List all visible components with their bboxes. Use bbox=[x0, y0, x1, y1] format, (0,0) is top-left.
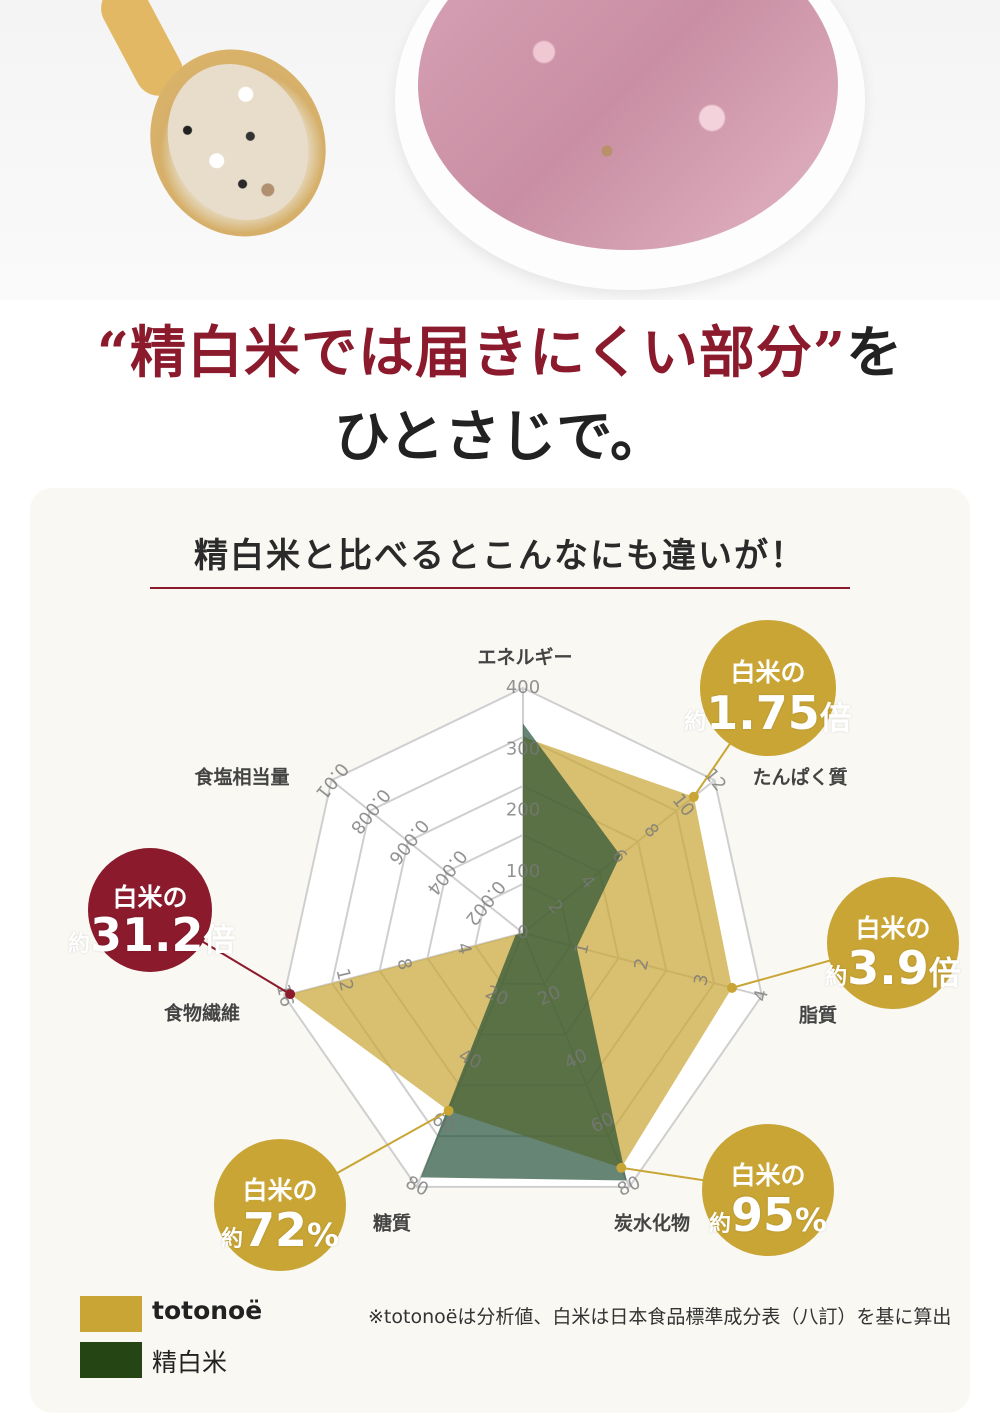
tick-label: 200 bbox=[506, 800, 540, 821]
axis-label: たんぱく質 bbox=[752, 766, 848, 789]
headline-quoted: “精白米では届きにくい部分” bbox=[96, 320, 847, 386]
grid-ring bbox=[283, 686, 763, 1188]
callout-suf: 倍 bbox=[819, 699, 852, 737]
callout-badge: 白米の 約3.9倍 bbox=[825, 877, 961, 1009]
callout-badge: 白米の 約31.2倍 bbox=[68, 848, 236, 972]
axis-label: 脂質 bbox=[798, 1004, 838, 1027]
series-area-rice bbox=[420, 723, 627, 1181]
callout-caption: 白米の bbox=[730, 657, 806, 687]
callout-pre: 約 bbox=[68, 932, 91, 957]
callout-caption: 白米の bbox=[112, 882, 188, 912]
axis-label: 食物繊維 bbox=[163, 1002, 241, 1025]
callout-caption: 白米の bbox=[730, 1160, 806, 1190]
callout-num: 95 bbox=[730, 1188, 795, 1242]
axis-label: 糖質 bbox=[372, 1212, 412, 1235]
callout-pre: 約 bbox=[684, 710, 707, 735]
axis-label: 食塩相当量 bbox=[194, 766, 290, 789]
callout-num: 1.75 bbox=[706, 686, 820, 740]
tick-label: 4 bbox=[452, 941, 475, 957]
headline-line1: “精白米では届きにくい部分”を bbox=[0, 308, 1000, 389]
legend-label-totonoe: totonoë bbox=[152, 1296, 263, 1325]
tick-label: 2 bbox=[630, 956, 653, 972]
callout-suf: % bbox=[306, 1216, 340, 1254]
callout-dot bbox=[285, 989, 296, 1000]
callout-badge: 白米の 約1.75倍 bbox=[684, 620, 852, 756]
callout-pre: 約 bbox=[220, 1227, 243, 1252]
axis-label: 炭水化物 bbox=[613, 1212, 691, 1235]
axis-label: エネルギー bbox=[477, 646, 573, 669]
tick-label: 300 bbox=[506, 738, 540, 759]
headline-line2: ひとさじで。 bbox=[333, 404, 667, 470]
grid-axis bbox=[330, 779, 524, 934]
hero-photo bbox=[0, 0, 1000, 300]
tick-label: 12 bbox=[332, 966, 358, 993]
title-underline bbox=[150, 587, 850, 589]
callout-badge: 白米の約72% bbox=[214, 1139, 346, 1271]
tick-label: 0 bbox=[517, 922, 528, 943]
legend-label-rice: 精白米 bbox=[152, 1348, 228, 1377]
callout-pre: 約 bbox=[708, 1212, 731, 1237]
footnote: ※totonoëは分析値、白米は日本食品標準成分表（八訂）を基に算出 bbox=[368, 1306, 952, 1328]
tick-label: 4 bbox=[750, 988, 773, 1004]
tick-label: 1 bbox=[571, 941, 594, 957]
callout-dot bbox=[616, 1162, 627, 1173]
callout-dot bbox=[727, 982, 738, 993]
callout-pre: 約 bbox=[825, 965, 848, 990]
callout-value: 約1.75倍 bbox=[680, 688, 856, 748]
callout-caption: 白米の bbox=[855, 913, 931, 943]
callout-suf: 倍 bbox=[203, 921, 236, 959]
callout-num: 31.2 bbox=[90, 908, 204, 962]
headline-tail: を bbox=[846, 320, 904, 386]
callout-value: 約3.9倍 bbox=[807, 943, 979, 1003]
callout-dot bbox=[688, 791, 699, 802]
legend-swatch-totonoe bbox=[80, 1296, 142, 1332]
callout-dot bbox=[443, 1105, 454, 1116]
callout-value: 約72% bbox=[194, 1205, 366, 1265]
callout-num: 3.9 bbox=[847, 941, 929, 995]
callout-suf: 倍 bbox=[928, 954, 961, 992]
callout-caption: 白米の bbox=[242, 1175, 318, 1205]
callout-suf: % bbox=[794, 1201, 828, 1239]
tick-label: 3 bbox=[690, 972, 713, 988]
callout-num: 72 bbox=[242, 1203, 307, 1257]
tick-label: 8 bbox=[393, 956, 416, 972]
callout-value: 約31.2倍 bbox=[68, 908, 236, 970]
callout-value: 約95% bbox=[682, 1190, 854, 1250]
section-title: 精白米と比べるとこんなにも違いが！ bbox=[194, 536, 806, 576]
tick-label: 400 bbox=[506, 677, 540, 698]
legend-swatch-rice bbox=[80, 1342, 142, 1378]
tick-label: 100 bbox=[506, 861, 540, 882]
callout-badge: 白米の約95% bbox=[702, 1124, 834, 1256]
